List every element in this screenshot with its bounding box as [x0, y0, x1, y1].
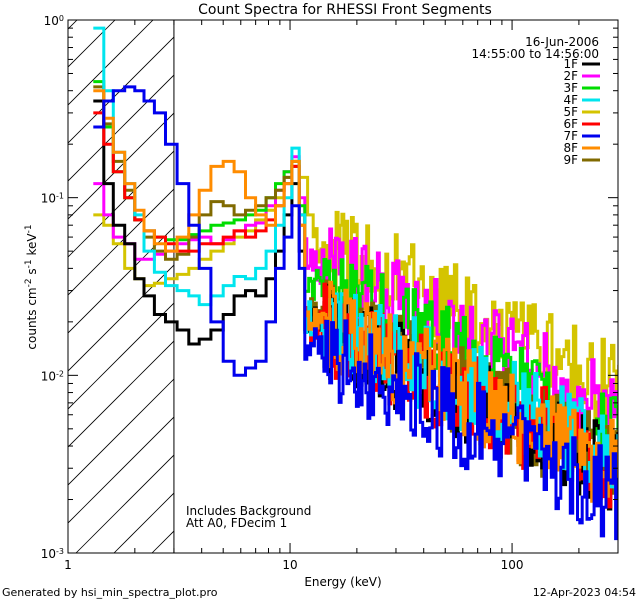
footer-timestamp: 12-Apr-2023 04:54: [533, 586, 636, 599]
hatch-line: [68, 226, 174, 334]
hatch-line: [68, 20, 116, 68]
hatch-line: [68, 20, 78, 30]
x-axis-label: Energy (keV): [304, 575, 381, 589]
y-label-sup2: -1: [24, 259, 34, 268]
annotation-attenuator: Att A0, FDecim 1: [186, 516, 287, 530]
hatch-line: [68, 36, 174, 144]
date-label: 16-Jun-2006: [525, 35, 599, 49]
y-label-sup3: -1: [24, 224, 34, 233]
legend-label-9f: 9F: [563, 153, 578, 167]
legend-label-7f: 7F: [563, 129, 578, 143]
y-tick-label: 10-1: [41, 191, 64, 206]
x-tick-label: 1: [64, 558, 72, 572]
series-line-5f: [93, 159, 618, 433]
annotation-background: Includes Background: [186, 504, 311, 518]
hatch-line: [68, 340, 174, 448]
y-label-unit: keV: [25, 233, 39, 260]
x-tick-label: 100: [501, 558, 524, 572]
y-label-sup1: -2: [24, 278, 34, 287]
plot-frame: [67, 19, 619, 554]
hatch-line: [68, 74, 174, 182]
y-tick-label: 10-3: [41, 547, 64, 562]
hatch-line: [68, 188, 174, 296]
axis-ticks: 1 10 100 10-3 10-2 10-1 100: [41, 14, 619, 572]
hatched-region: [68, 20, 174, 553]
chart-title: Count Spectra for RHESSI Front Segments: [198, 2, 492, 18]
legend-label-8f: 8F: [563, 141, 578, 155]
legend-label-3f: 3F: [563, 81, 578, 95]
y-axis-label: counts cm-2 s-1 keV-1: [24, 224, 39, 349]
hatch-line: [68, 20, 154, 106]
series-line-7f: [93, 85, 618, 541]
hatch-line: [68, 150, 174, 258]
y-label-mid: s: [25, 268, 39, 278]
legend-label-4f: 4F: [563, 93, 578, 107]
legend-label-1f: 1F: [563, 57, 578, 71]
footer-generated-by: Generated by hsi_min_spectra_plot.pro: [2, 586, 218, 599]
series-layer: [93, 26, 618, 541]
hatch-line: [68, 416, 174, 524]
y-tick-label: 100: [44, 14, 64, 29]
legend-label-2f: 2F: [563, 69, 578, 83]
legend-label-5f: 5F: [563, 105, 578, 119]
x-tick-label: 10: [282, 558, 297, 572]
y-label-base: counts cm: [25, 287, 39, 349]
y-tick-label: 10-2: [41, 369, 64, 384]
time-range-label: 14:55:00 to 14:56:00: [472, 47, 599, 61]
legend-label-6f: 6F: [563, 117, 578, 131]
hatch-line: [68, 378, 174, 486]
